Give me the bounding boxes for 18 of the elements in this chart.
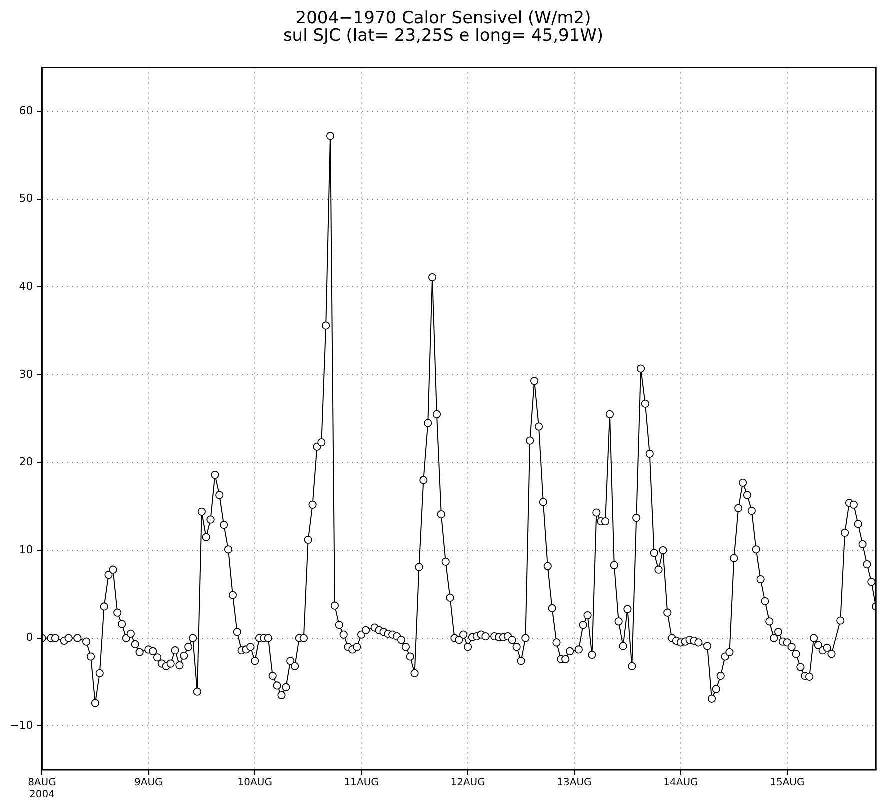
y-tick-label: 60 <box>19 104 34 118</box>
chart-subtitle: sul SJC (lat= 23,25S e long= 45,91W) <box>283 26 604 46</box>
y-tick-label: −10 <box>10 718 34 732</box>
x-tick-label: 13AUG <box>557 778 592 789</box>
y-tick-label: 0 <box>26 631 34 644</box>
y-tick-label: 40 <box>19 280 34 294</box>
chart-title: 2004−1970 Calor Sensivel (W/m2) <box>296 8 592 28</box>
x-tick-label: 10AUG <box>238 778 272 789</box>
x-tick-label: 11AUG <box>344 778 379 789</box>
x-tick-label: 8AUG 2004 <box>28 778 56 801</box>
y-tick-label: 10 <box>19 543 34 556</box>
y-tick-label: 20 <box>19 456 34 469</box>
y-tick-label: 50 <box>19 192 34 206</box>
x-tick-label: 15AUG <box>770 778 805 789</box>
x-tick-label: 14AUG <box>664 778 698 789</box>
x-tick-label: 12AUG <box>450 778 486 789</box>
x-tick-label: 9AUG <box>134 778 163 789</box>
y-tick-label: 30 <box>19 368 34 381</box>
